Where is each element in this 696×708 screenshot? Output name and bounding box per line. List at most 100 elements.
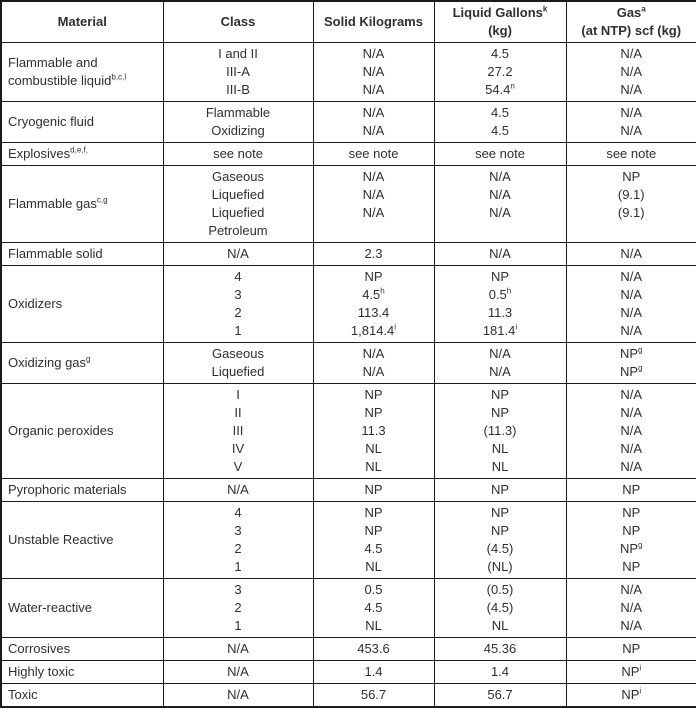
material-cell: Explosivesd,e,f, xyxy=(0,142,164,166)
solid-cell: 1.4 xyxy=(312,660,435,684)
cell-line: 4.5 xyxy=(364,541,383,556)
cell-line: NP xyxy=(364,523,383,538)
class-cell: 3 2 1 xyxy=(162,578,314,638)
class-cell: 4 3 2 1 xyxy=(162,501,314,579)
table-row: Water-reactive 3 2 1 0.5 4.5 NL (0.5) (4.5) NL N/A… xyxy=(0,578,696,638)
cell-line: N/A xyxy=(362,123,385,138)
cell-line: see note xyxy=(213,146,263,161)
class-cell: see note xyxy=(162,142,314,166)
gas-cell: NP xyxy=(565,478,696,502)
cell-line: NL xyxy=(491,618,509,633)
cell-line: Liquefied xyxy=(211,205,265,220)
table-row: Oxidizing gasg Gaseous Liquefied N/A N/A N/A N… xyxy=(0,342,696,384)
class-cell: Gaseous Liquefied Liquefied Petroleum xyxy=(162,165,314,243)
cell-line: III-B xyxy=(226,82,250,97)
cell-line: 27.2 xyxy=(487,64,513,79)
cell-line: I and II xyxy=(218,46,258,61)
cell-line: I xyxy=(236,387,240,402)
cell-line: N/A xyxy=(620,323,643,338)
cell-line: N/A xyxy=(620,287,643,302)
gas-cell: see note xyxy=(565,142,696,166)
cell-line: NP xyxy=(490,269,510,284)
cell-line: NP xyxy=(622,641,641,656)
solid-cell: NP NP 4.5 NL xyxy=(312,501,435,579)
table-row: Corrosives N/A 453.6 45.36 NP xyxy=(0,637,696,661)
cell-line: 11.3 xyxy=(487,305,513,320)
cell-line: NPg xyxy=(619,345,643,361)
material-cell: Highly toxic xyxy=(0,660,164,684)
cell-line: NL xyxy=(491,459,509,474)
cell-line: NP xyxy=(622,559,641,574)
cell-line: NL xyxy=(365,459,382,474)
solid-cell: N/A N/A xyxy=(312,342,435,384)
gas-cell: N/A N/A N/A N/A N/A xyxy=(565,383,696,479)
cell-line: 1 xyxy=(234,559,242,574)
cell-line: N/A xyxy=(620,405,643,420)
cell-line: 1 xyxy=(234,618,242,633)
cell-line: 1.4 xyxy=(490,664,510,679)
cell-line: 4.5 xyxy=(490,105,510,120)
liquid-cell: N/A N/A xyxy=(433,342,567,384)
class-cell: N/A xyxy=(162,242,314,266)
gas-cell: N/A N/A N/A N/A xyxy=(565,265,696,343)
liquid-cell: 4.5 27.2 54.4n xyxy=(433,42,567,102)
cell-line: III-A xyxy=(226,64,250,79)
cell-line: NPg xyxy=(619,540,643,556)
cell-line: 453.6 xyxy=(357,641,390,656)
cell-line: (9.1) xyxy=(617,205,645,220)
table-row: Pyrophoric materials N/A NP NP NP xyxy=(0,478,696,502)
cell-line: N/A xyxy=(362,64,385,79)
class-cell: N/A xyxy=(162,637,314,661)
cell-line: 56.7 xyxy=(360,687,387,702)
class-cell: N/A xyxy=(162,478,314,502)
cell-line: N/A xyxy=(620,246,643,261)
cell-line: 11.3 xyxy=(361,423,386,438)
table-row: Explosivesd,e,f, see note see note see note… xyxy=(0,142,696,166)
cell-line: 1,814.4i xyxy=(350,322,397,338)
cell-line: NL xyxy=(365,559,382,574)
liquid-cell: 4.5 4.5 xyxy=(433,101,567,143)
cell-line: N/A xyxy=(227,641,249,656)
cell-line: NP xyxy=(622,505,641,520)
solid-cell: NP NP 11.3 NL NL xyxy=(312,383,435,479)
cell-line: NP xyxy=(622,482,641,497)
liquid-cell: NP 0.5h 11.3 181.4i xyxy=(433,265,567,343)
column-header-material: Material xyxy=(0,0,164,43)
cell-line: NP xyxy=(364,505,383,520)
material-cell: Flammable and combustible liquidb,c,l xyxy=(0,42,164,102)
cell-line: Oxidizing xyxy=(211,123,265,138)
liquid-cell: (0.5) (4.5) NL xyxy=(433,578,567,638)
cell-line: 3 xyxy=(234,523,242,538)
cell-line: N/A xyxy=(620,618,643,633)
cell-line: (4.5) xyxy=(486,600,514,615)
cell-line: N/A xyxy=(620,46,643,61)
cell-line: NP xyxy=(622,523,641,538)
cell-line: N/A xyxy=(620,123,643,138)
cell-line: Flammable xyxy=(205,105,271,120)
cell-line: see note xyxy=(348,146,399,161)
material-cell: Flammable gasc,g xyxy=(0,165,164,243)
cell-line: N/A xyxy=(362,82,385,97)
table-row: Flammable and combustible liquidb,c,l I a… xyxy=(0,42,696,102)
cell-line: NL xyxy=(365,441,382,456)
cell-line: see note xyxy=(475,146,525,161)
material-cell: Pyrophoric materials xyxy=(0,478,164,502)
solid-cell: see note xyxy=(312,142,435,166)
cell-line: 4.5 xyxy=(490,123,510,138)
gas-cell: NP NP NPg NP xyxy=(565,501,696,579)
liquid-cell: NP NP (11.3) NL NL xyxy=(433,383,567,479)
cell-line: 2.3 xyxy=(364,246,383,261)
table-row: Highly toxic N/A 1.4 1.4 NPi xyxy=(0,660,696,684)
cell-line: 4.5 xyxy=(364,600,383,615)
column-header-liquid-gallons: Liquid Gallonsk (kg) xyxy=(433,0,567,43)
gas-cell: NPg NPg xyxy=(565,342,696,384)
cell-line: NPi xyxy=(621,686,642,702)
material-cell: Unstable Reactive xyxy=(0,501,164,579)
liquid-cell: N/A xyxy=(433,242,567,266)
table-row: Flammable solid N/A 2.3 N/A N/A xyxy=(0,242,696,266)
cell-line: 2 xyxy=(234,600,242,615)
cell-line: NL xyxy=(365,618,382,633)
cell-line: 113.4 xyxy=(357,305,390,320)
material-cell: Oxidizers xyxy=(0,265,164,343)
